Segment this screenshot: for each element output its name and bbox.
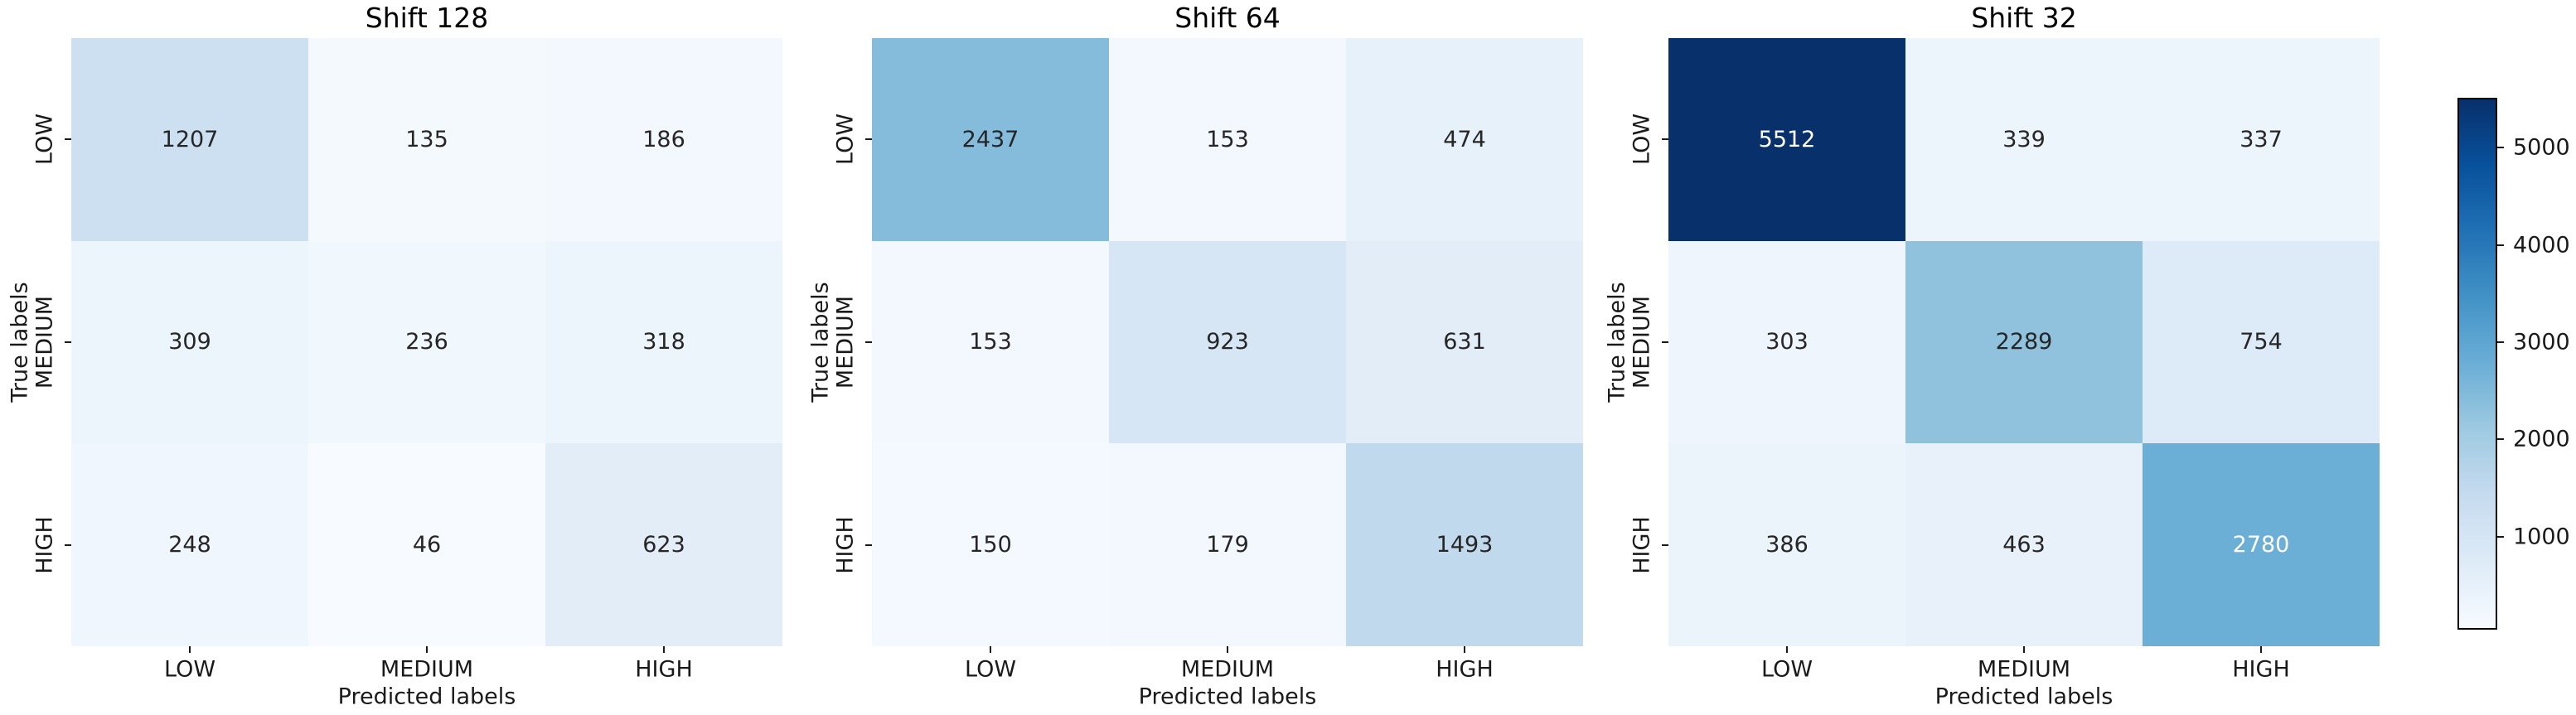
y-tick-mark <box>865 138 872 141</box>
y-tick-mark <box>1662 543 1668 546</box>
heatmap-cell-LOW-MEDIUM: 135 <box>308 38 545 241</box>
heatmap-cell-MEDIUM-HIGH: 318 <box>545 240 782 444</box>
x-axis-label: Predicted labels <box>1934 684 2114 710</box>
x-tick-mark <box>189 646 191 653</box>
x-tick-mark <box>2023 646 2025 653</box>
x-axis-label: Predicted labels <box>337 684 516 710</box>
x-tick-mark <box>426 646 428 653</box>
subplot-title: Shift 32 <box>1971 2 2077 34</box>
heatmap-cell-HIGH-MEDIUM: 46 <box>308 443 545 646</box>
y-axis-label: True labels <box>807 282 834 403</box>
colorbar-tick-label-1000: 1000 <box>2513 524 2570 550</box>
colorbar-tick-label-5000: 5000 <box>2513 134 2570 161</box>
heatmap-cell-MEDIUM-LOW: 309 <box>71 240 308 444</box>
colorbar-tick-mark <box>2497 341 2504 344</box>
col-tick-label-LOW: LOW <box>964 656 1017 683</box>
heatmap-axes-shift-64: 2437 153 474 153 923 631 150 179 1493 <box>872 38 1583 646</box>
heatmap-cell-HIGH-HIGH: 2780 <box>2143 443 2380 646</box>
heatmap-axes-shift-128: 1207 135 186 309 236 318 248 46 623 <box>71 38 782 646</box>
heatmap-cell-HIGH-MEDIUM: 179 <box>1109 443 1346 646</box>
col-tick-label-HIGH: HIGH <box>2232 656 2290 683</box>
colorbar-tick-label-4000: 4000 <box>2513 232 2570 258</box>
row-tick-label-MEDIUM: MEDIUM <box>1629 295 1655 389</box>
y-tick-mark <box>1662 341 1668 343</box>
y-tick-mark <box>865 543 872 546</box>
colorbar-tick-label-3000: 3000 <box>2513 329 2570 355</box>
col-tick-label-MEDIUM: MEDIUM <box>1977 656 2071 683</box>
y-tick-mark <box>865 341 872 343</box>
heatmap-cell-LOW-LOW: 2437 <box>872 38 1109 241</box>
subplot-title: Shift 64 <box>1174 2 1281 34</box>
row-tick-label-HIGH: HIGH <box>1629 515 1655 574</box>
heatmap-cell-HIGH-HIGH: 1493 <box>1346 443 1583 646</box>
colorbar <box>2457 98 2497 630</box>
row-tick-label-LOW: LOW <box>1629 114 1655 166</box>
colorbar-tick-mark <box>2497 438 2504 441</box>
colorbar-tick-mark <box>2497 147 2504 149</box>
col-tick-label-HIGH: HIGH <box>1436 656 1494 683</box>
heatmap-cell-MEDIUM-MEDIUM: 923 <box>1109 240 1346 444</box>
row-tick-label-MEDIUM: MEDIUM <box>832 295 859 389</box>
row-tick-label-LOW: LOW <box>31 114 58 166</box>
heatmap-cell-HIGH-MEDIUM: 463 <box>1905 443 2143 646</box>
row-tick-label-HIGH: HIGH <box>31 515 58 574</box>
col-tick-label-HIGH: HIGH <box>635 656 693 683</box>
x-axis-label: Predicted labels <box>1138 684 1317 710</box>
heatmap-cell-HIGH-LOW: 150 <box>872 443 1109 646</box>
x-tick-mark <box>990 646 991 653</box>
heatmap-cell-LOW-HIGH: 186 <box>545 38 782 241</box>
heatmap-cell-LOW-LOW: 5512 <box>1668 38 1905 241</box>
heatmap-cell-HIGH-HIGH: 623 <box>545 443 782 646</box>
heatmap-cell-HIGH-LOW: 386 <box>1668 443 1905 646</box>
heatmap-cell-MEDIUM-HIGH: 754 <box>2143 240 2380 444</box>
heatmap-cell-LOW-HIGH: 474 <box>1346 38 1583 241</box>
heatmap-cell-MEDIUM-LOW: 153 <box>872 240 1109 444</box>
colorbar-tick-mark <box>2497 535 2504 538</box>
col-tick-label-LOW: LOW <box>163 656 216 683</box>
row-tick-label-MEDIUM: MEDIUM <box>31 295 58 389</box>
heatmap-cell-HIGH-LOW: 248 <box>71 443 308 646</box>
y-axis-label: True labels <box>7 282 33 403</box>
heatmap-axes-shift-32: 5512 339 337 303 2289 754 386 463 2780 <box>1668 38 2380 646</box>
heatmap-cell-MEDIUM-MEDIUM: 236 <box>308 240 545 444</box>
colorbar-tick-label-2000: 2000 <box>2513 426 2570 452</box>
heatmap-cell-LOW-LOW: 1207 <box>71 38 308 241</box>
heatmap-cell-LOW-MEDIUM: 153 <box>1109 38 1346 241</box>
col-tick-label-MEDIUM: MEDIUM <box>1180 656 1275 683</box>
heatmap-cell-MEDIUM-LOW: 303 <box>1668 240 1905 444</box>
col-tick-label-MEDIUM: MEDIUM <box>380 656 474 683</box>
y-tick-mark <box>65 543 71 546</box>
y-axis-label: True labels <box>1604 282 1630 403</box>
y-tick-mark <box>1662 138 1668 141</box>
y-tick-mark <box>65 138 71 141</box>
heatmap-cell-LOW-MEDIUM: 339 <box>1905 38 2143 241</box>
x-tick-mark <box>1464 646 1465 653</box>
subplot-title: Shift 128 <box>365 2 489 34</box>
x-tick-mark <box>2260 646 2262 653</box>
colorbar-tick-mark <box>2497 244 2504 246</box>
heatmap-cell-MEDIUM-HIGH: 631 <box>1346 240 1583 444</box>
y-tick-mark <box>65 341 71 343</box>
heatmap-cell-LOW-HIGH: 337 <box>2143 38 2380 241</box>
x-tick-mark <box>1227 646 1228 653</box>
row-tick-label-LOW: LOW <box>832 114 859 166</box>
col-tick-label-LOW: LOW <box>1760 656 1813 683</box>
row-tick-label-HIGH: HIGH <box>832 515 859 574</box>
heatmap-cell-MEDIUM-MEDIUM: 2289 <box>1905 240 2143 444</box>
x-tick-mark <box>1786 646 1788 653</box>
x-tick-mark <box>663 646 665 653</box>
